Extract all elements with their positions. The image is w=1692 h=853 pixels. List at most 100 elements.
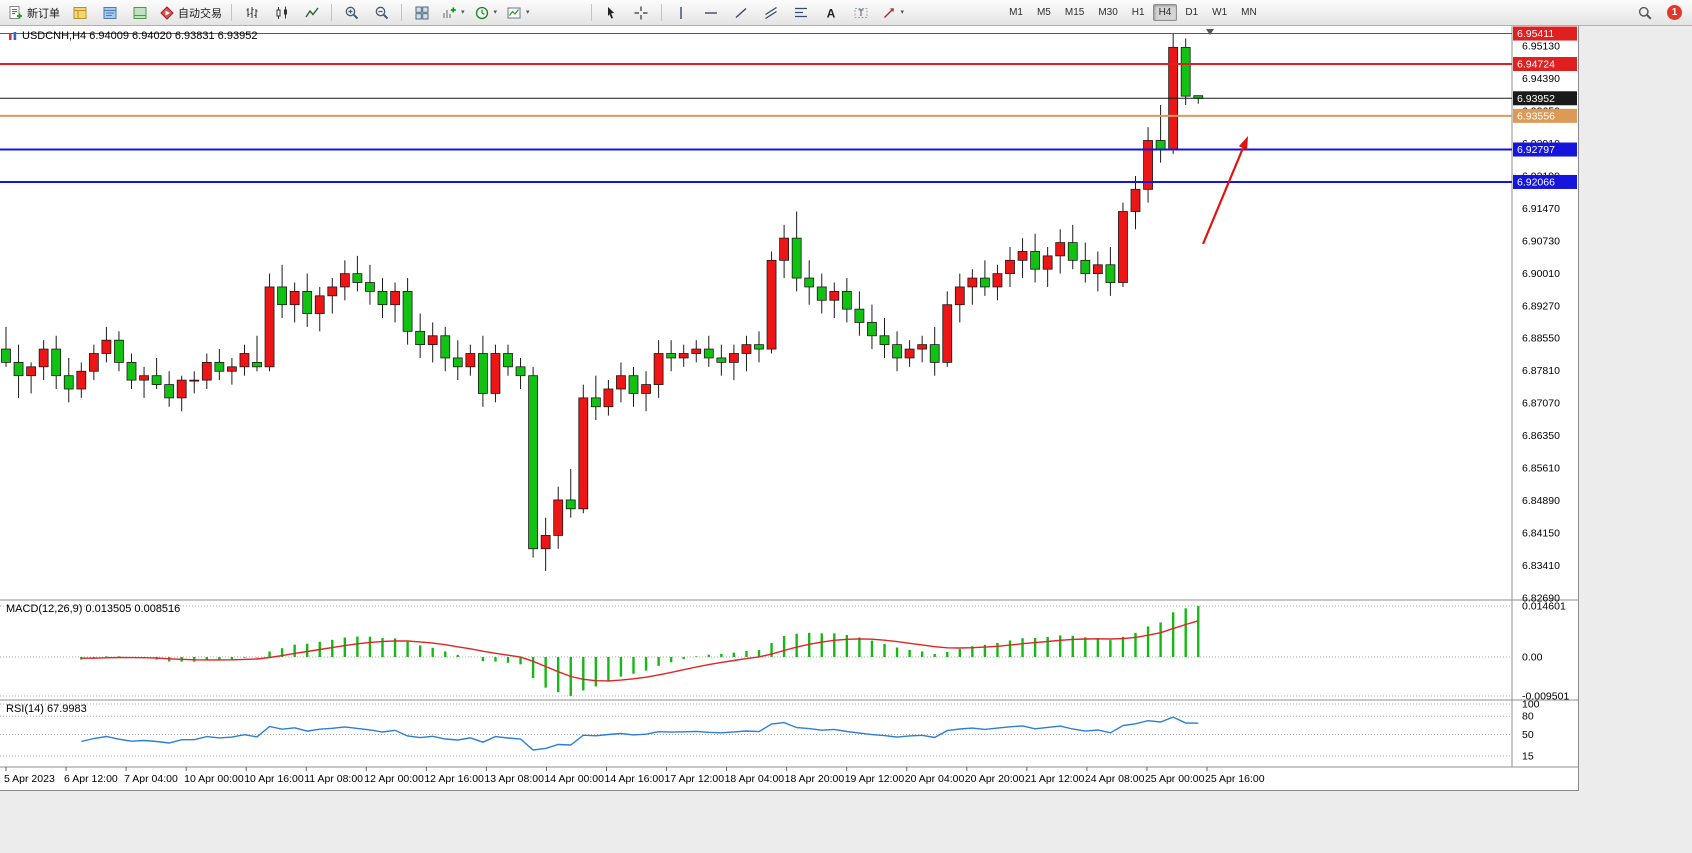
candle-body xyxy=(415,330,426,346)
time-axis-label[interactable]: 13 Apr 08:00 xyxy=(484,773,544,785)
crosshair-button[interactable] xyxy=(627,1,656,24)
svg-text:T: T xyxy=(858,8,864,18)
price-axis-label[interactable]: 6.87810 xyxy=(1522,365,1560,377)
shapes-tool-button[interactable]: ▾ xyxy=(877,1,909,24)
timeframe-w1[interactable]: W1 xyxy=(1212,7,1228,18)
trend-arrow-line[interactable] xyxy=(1201,147,1245,245)
time-axis-label[interactable]: 20 Apr 20:00 xyxy=(965,773,1025,785)
candlestick-chart-button[interactable] xyxy=(267,1,296,24)
trend-arrow-head-icon[interactable] xyxy=(1238,136,1248,150)
candle-body xyxy=(741,344,752,354)
candle-body xyxy=(101,339,112,354)
candle-body xyxy=(967,277,978,288)
vertical-line-tool-button[interactable] xyxy=(667,1,696,24)
price-axis-label[interactable]: 6.87070 xyxy=(1522,398,1560,410)
time-axis-label[interactable]: 5 Apr 2023 xyxy=(4,773,55,785)
price-axis-label[interactable]: 6.90010 xyxy=(1522,268,1560,280)
label-tool-button[interactable]: T xyxy=(847,1,876,24)
zoom-out-button[interactable] xyxy=(367,1,396,24)
time-axis-label[interactable]: 25 Apr 16:00 xyxy=(1205,773,1265,785)
timeframe-d1[interactable]: D1 xyxy=(1185,7,1199,18)
fibonacci-tool-button[interactable] xyxy=(787,1,816,24)
time-axis-label[interactable]: 6 Apr 12:00 xyxy=(64,773,118,785)
line-chart-icon xyxy=(304,7,319,17)
zoom-in-button[interactable] xyxy=(337,1,366,24)
navigator-button[interactable] xyxy=(95,1,124,24)
cursor-button[interactable] xyxy=(597,1,626,24)
chart-canvas[interactable]: 6.951306.943906.936506.929106.921906.914… xyxy=(0,26,1578,790)
candle-body xyxy=(63,375,74,390)
timeframe-m1[interactable]: M1 xyxy=(1009,7,1023,18)
timeframe-mn[interactable]: MN xyxy=(1241,7,1257,18)
time-axis-label[interactable]: 7 Apr 04:00 xyxy=(124,773,178,785)
candle-body xyxy=(641,384,651,394)
navigator-icon xyxy=(103,6,116,19)
candle-body xyxy=(703,348,714,359)
line-chart-button[interactable] xyxy=(297,1,326,24)
time-axis-label[interactable]: 12 Apr 16:00 xyxy=(424,773,484,785)
price-axis-label[interactable]: 6.85610 xyxy=(1522,463,1560,475)
time-axis-label[interactable]: 20 Apr 04:00 xyxy=(905,773,965,785)
candle-body xyxy=(653,353,664,385)
price-axis-label[interactable]: 6.90730 xyxy=(1522,235,1560,247)
price-axis-label[interactable]: 6.95130 xyxy=(1522,41,1560,53)
timeframe-h4[interactable]: H4 xyxy=(1152,4,1178,21)
price-axis-label[interactable]: 6.86350 xyxy=(1522,430,1560,442)
time-axis-label[interactable]: 18 Apr 04:00 xyxy=(725,773,785,785)
timeframe-m30[interactable]: M30 xyxy=(1098,7,1118,18)
text-tool-button[interactable]: A xyxy=(817,1,846,24)
auto-trading-button[interactable]: 自动交易 xyxy=(155,1,226,24)
templates-icon xyxy=(507,7,521,18)
price-axis-label[interactable]: 6.83410 xyxy=(1522,560,1560,572)
time-axis-label[interactable]: 12 Apr 00:00 xyxy=(364,773,424,785)
templates-button[interactable]: ▾ xyxy=(502,1,534,24)
channel-tool-button[interactable] xyxy=(757,1,786,24)
time-axis-label[interactable]: 10 Apr 00:00 xyxy=(184,773,244,785)
chart-shift-marker-icon[interactable] xyxy=(1206,29,1214,35)
candle-body xyxy=(1130,188,1141,212)
new-order-button[interactable]: 新订单 xyxy=(4,1,64,24)
candle-body xyxy=(1105,264,1116,283)
price-axis-label[interactable]: 6.91470 xyxy=(1522,203,1560,215)
price-axis-label[interactable]: 6.84150 xyxy=(1522,528,1560,540)
periods-button[interactable]: ▾ xyxy=(470,1,502,24)
time-axis-label[interactable]: 21 Apr 12:00 xyxy=(1025,773,1085,785)
candle-body xyxy=(929,344,940,363)
time-axis-label[interactable]: 14 Apr 00:00 xyxy=(544,773,604,785)
time-axis-label[interactable]: 19 Apr 12:00 xyxy=(845,773,905,785)
price-axis-label[interactable]: 6.94390 xyxy=(1522,73,1560,85)
toolbar-separator xyxy=(331,4,332,21)
time-axis-label[interactable]: 18 Apr 20:00 xyxy=(785,773,845,785)
market-watch-icon xyxy=(73,6,86,19)
zoom-in-icon xyxy=(345,6,358,19)
indicators-button[interactable]: ▾ xyxy=(437,1,469,24)
terminal-button[interactable] xyxy=(125,1,154,24)
shapes-caret-icon: ▾ xyxy=(900,9,905,16)
horizontal-line-tool-button[interactable] xyxy=(697,1,726,24)
bar-chart-button[interactable] xyxy=(237,1,266,24)
candle-body xyxy=(151,375,162,385)
price-axis-label[interactable]: 6.89270 xyxy=(1522,300,1560,312)
timeframe-m5[interactable]: M5 xyxy=(1036,7,1051,18)
time-axis-label[interactable]: 25 Apr 00:00 xyxy=(1145,773,1205,785)
price-axis-label[interactable]: 6.84890 xyxy=(1522,495,1560,507)
tile-windows-button[interactable] xyxy=(407,1,436,24)
candle-body xyxy=(616,375,626,390)
time-axis-label[interactable]: 14 Apr 16:00 xyxy=(605,773,665,785)
price-axis-label[interactable]: 6.82690 xyxy=(1522,592,1560,604)
notification-badge[interactable]: 1 xyxy=(1667,5,1682,20)
time-axis-label[interactable]: 11 Apr 08:00 xyxy=(304,773,363,785)
search-button[interactable] xyxy=(1630,1,1659,24)
timeframe-m15[interactable]: M15 xyxy=(1064,7,1085,18)
market-watch-button[interactable] xyxy=(65,1,94,24)
price-axis-label[interactable]: 6.88550 xyxy=(1522,333,1560,345)
timeframe-h1[interactable]: H1 xyxy=(1131,7,1145,18)
time-axis-label[interactable]: 10 Apr 16:00 xyxy=(244,773,304,785)
time-axis-label[interactable]: 24 Apr 08:00 xyxy=(1085,773,1145,785)
candle-body xyxy=(829,290,840,301)
svg-text:A: A xyxy=(827,6,836,20)
trendline-tool-button[interactable] xyxy=(727,1,756,24)
candle-body xyxy=(754,344,764,350)
time-axis-label[interactable]: 17 Apr 12:00 xyxy=(665,773,725,785)
